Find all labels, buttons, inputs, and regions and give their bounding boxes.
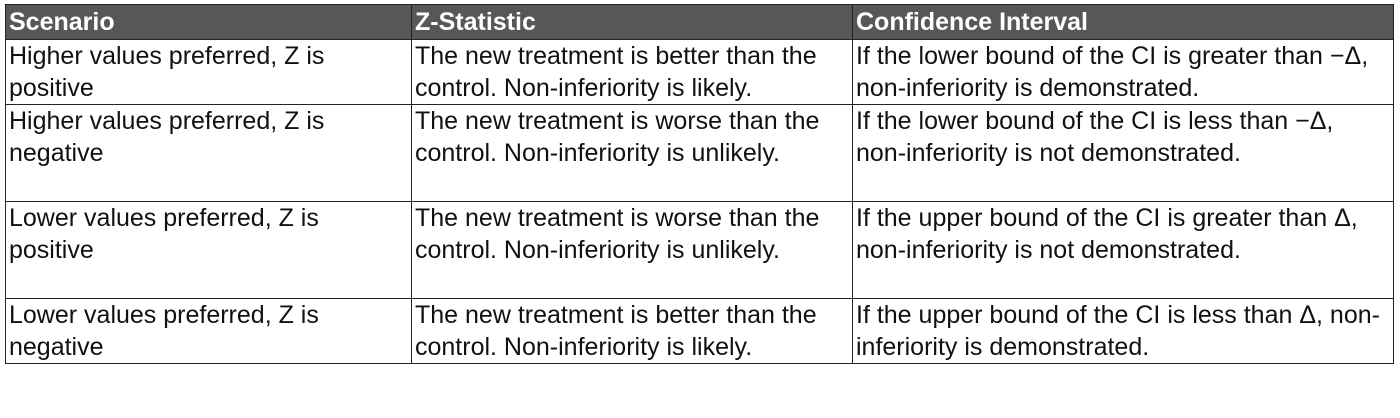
confidence-interval-cell: If the upper bound of the CI is less tha… [852,298,1394,364]
scenario-cell: Lower values preferred, Z is positive [5,201,412,299]
table-body: Higher values preferred, Z is positive T… [5,39,1394,364]
scenario-cell: Higher values preferred, Z is negative [5,104,412,202]
table-row: Higher values preferred, Z is negative T… [5,104,1394,202]
column-header-scenario: Scenario [5,4,412,40]
z-statistic-cell: The new treatment is better than the con… [411,298,853,364]
confidence-interval-cell: If the lower bound of the CI is greater … [852,39,1394,105]
header-row: Scenario Z-Statistic Confidence Interval [5,4,1394,40]
confidence-interval-cell: If the upper bound of the CI is greater … [852,201,1394,299]
column-header-z-statistic: Z-Statistic [411,4,853,40]
table-row: Higher values preferred, Z is positive T… [5,39,1394,105]
table-header: Scenario Z-Statistic Confidence Interval [5,4,1394,40]
column-header-confidence-interval: Confidence Interval [852,4,1394,40]
scenario-cell: Higher values preferred, Z is positive [5,39,412,105]
z-statistic-cell: The new treatment is better than the con… [411,39,853,105]
comparison-table: Scenario Z-Statistic Confidence Interval… [5,4,1394,364]
table-row: Lower values preferred, Z is positive Th… [5,201,1394,299]
table-row: Lower values preferred, Z is negative Th… [5,298,1394,364]
confidence-interval-cell: If the lower bound of the CI is less tha… [852,104,1394,202]
z-statistic-cell: The new treatment is worse than the cont… [411,104,853,202]
scenario-cell: Lower values preferred, Z is negative [5,298,412,364]
z-statistic-cell: The new treatment is worse than the cont… [411,201,853,299]
